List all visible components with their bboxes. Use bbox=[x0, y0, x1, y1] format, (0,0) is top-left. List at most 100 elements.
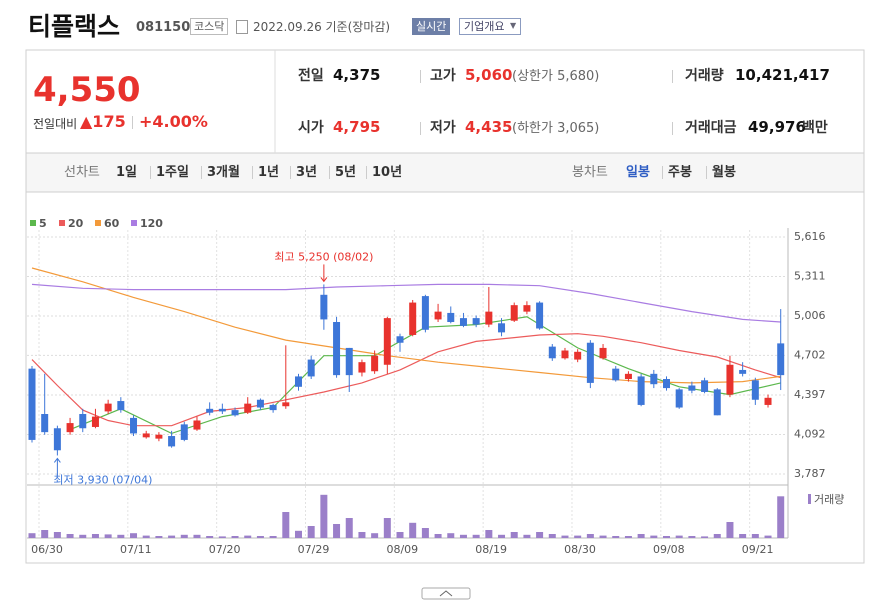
volume-bar bbox=[193, 534, 201, 538]
candle-body bbox=[688, 385, 696, 391]
volume-bar bbox=[548, 534, 556, 538]
collapse-button[interactable] bbox=[421, 587, 471, 600]
volume-bar bbox=[624, 536, 632, 538]
base-date: 2022.09.26 기준(장마감) bbox=[253, 20, 391, 34]
volume-bar bbox=[142, 535, 150, 538]
legend-label: 60 bbox=[104, 217, 120, 230]
period-tab[interactable]: 3년 bbox=[296, 165, 318, 180]
period-tab[interactable]: 1일 bbox=[116, 165, 138, 180]
market-badge: 코스닥 bbox=[190, 18, 229, 35]
candle-body bbox=[155, 434, 163, 439]
volume-bar bbox=[244, 535, 252, 538]
volume-legend-swatch bbox=[808, 494, 811, 504]
volume-bar bbox=[663, 536, 670, 538]
candle-body bbox=[713, 389, 721, 416]
legend-swatch bbox=[95, 220, 101, 226]
legend-label: 120 bbox=[140, 217, 163, 230]
volume-bar bbox=[28, 533, 36, 538]
dropdown-icon: ▼ bbox=[510, 21, 517, 30]
low-label: 저가 bbox=[430, 120, 456, 136]
candle-body bbox=[130, 417, 138, 434]
volume-bar bbox=[371, 533, 379, 538]
tab-bar bbox=[25, 152, 865, 193]
period-tab[interactable]: 1년 bbox=[258, 165, 280, 180]
volume-bar bbox=[383, 518, 391, 538]
volume-bar bbox=[561, 535, 569, 538]
volume-bar bbox=[91, 534, 99, 538]
company-info-button[interactable]: 기업개요 bbox=[459, 18, 522, 35]
volume-bar bbox=[155, 536, 163, 538]
volume-bar bbox=[599, 535, 607, 538]
legend-swatch bbox=[131, 220, 137, 226]
volume-bar bbox=[739, 534, 747, 538]
candle-body bbox=[91, 416, 99, 427]
volume-bar bbox=[53, 532, 61, 538]
candle-body bbox=[371, 355, 379, 372]
separator bbox=[366, 166, 367, 179]
candle-period-tab[interactable]: 일봉 bbox=[626, 165, 650, 180]
separator bbox=[252, 166, 253, 179]
volume-value: 10,421,417 bbox=[735, 66, 830, 84]
volume-bar bbox=[282, 512, 290, 538]
candle-body bbox=[675, 389, 683, 408]
volume-bar bbox=[472, 534, 480, 538]
candle-body bbox=[599, 347, 607, 359]
candle-body bbox=[409, 302, 417, 335]
y-tick-label: 4,092 bbox=[794, 427, 826, 440]
volume-bar bbox=[777, 496, 785, 538]
candle-body bbox=[510, 305, 518, 321]
y-tick-label: 4,702 bbox=[794, 348, 826, 361]
upper-limit: (상한가 5,680) bbox=[512, 69, 600, 84]
volume-bar bbox=[409, 522, 417, 538]
volume-bar bbox=[713, 534, 721, 538]
volume-bar bbox=[320, 494, 328, 538]
candle-body bbox=[498, 323, 506, 333]
volume-legend-label: 거래량 bbox=[814, 493, 844, 506]
volume-bar bbox=[168, 535, 176, 538]
period-tab[interactable]: 1주일 bbox=[156, 165, 189, 180]
candle-body bbox=[28, 368, 36, 440]
candle-body bbox=[231, 410, 239, 416]
annotation-arrowhead bbox=[320, 277, 328, 283]
lower-limit: (하한가 3,065) bbox=[512, 121, 600, 136]
volume-bar bbox=[345, 518, 353, 538]
annotation-arrowhead bbox=[53, 457, 61, 463]
candle-period-tab[interactable]: 월봉 bbox=[712, 165, 736, 180]
open-label: 시가 bbox=[298, 120, 324, 136]
volume-bar bbox=[764, 535, 772, 538]
candle-body bbox=[574, 351, 582, 360]
candle-body bbox=[612, 368, 620, 381]
period-tab[interactable]: 3개월 bbox=[207, 165, 240, 180]
candle-body bbox=[459, 318, 467, 326]
candle-body bbox=[561, 350, 569, 359]
change-pct: +4.00% bbox=[139, 112, 208, 131]
candle-body bbox=[142, 433, 150, 438]
volume-bar bbox=[104, 534, 112, 538]
candle-body bbox=[333, 322, 341, 376]
moving-average-line bbox=[31, 283, 781, 323]
legend-swatch bbox=[59, 220, 65, 226]
volume-bar bbox=[675, 535, 683, 538]
amount-unit: 백만 bbox=[802, 120, 828, 136]
volume-bar bbox=[421, 528, 429, 538]
high-label: 고가 bbox=[430, 68, 456, 84]
volume-bar bbox=[612, 536, 620, 538]
x-tick-label: 07/11 bbox=[120, 543, 152, 556]
period-tab[interactable]: 5년 bbox=[335, 165, 357, 180]
line-chart-tab[interactable]: 선차트 bbox=[64, 165, 100, 180]
x-tick-label: 08/09 bbox=[386, 543, 418, 556]
candle-body bbox=[637, 376, 645, 405]
period-tab[interactable]: 10년 bbox=[372, 165, 403, 180]
change: ▲175 bbox=[80, 112, 126, 131]
candle-chart-tab[interactable]: 봉차트 bbox=[572, 165, 608, 180]
volume-bar bbox=[206, 536, 214, 538]
realtime-button[interactable]: 실시간 bbox=[412, 18, 451, 35]
moving-average-line bbox=[31, 333, 781, 427]
candle-body bbox=[650, 373, 658, 385]
candle-body bbox=[206, 408, 214, 413]
x-tick-label: 09/08 bbox=[653, 543, 685, 556]
candle-period-tab[interactable]: 주봉 bbox=[668, 165, 692, 180]
candle-body bbox=[383, 318, 391, 365]
candle-body bbox=[624, 373, 632, 380]
x-tick-label: 08/30 bbox=[564, 543, 596, 556]
